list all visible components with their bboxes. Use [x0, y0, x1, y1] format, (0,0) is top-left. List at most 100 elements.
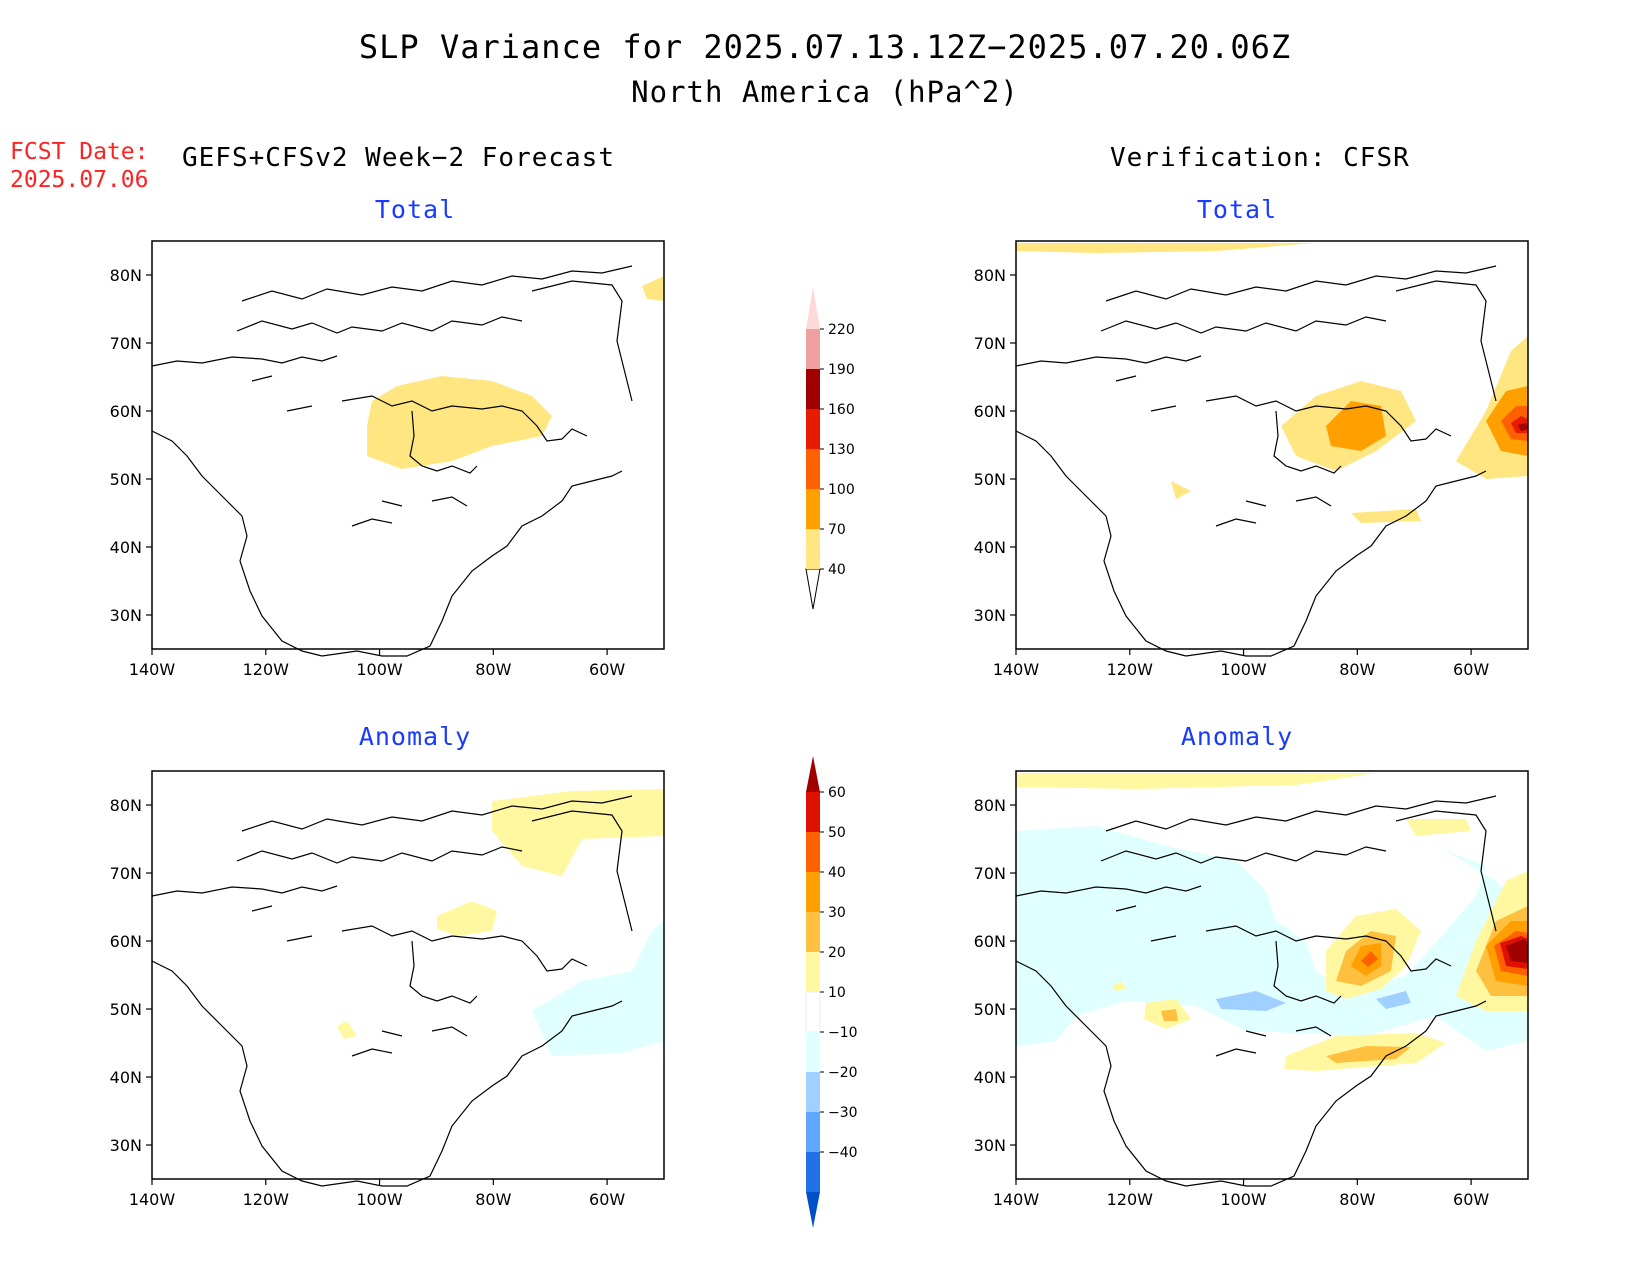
lat-label: 60N	[110, 932, 142, 951]
lat-label: 60N	[974, 932, 1006, 951]
colorbar-anomaly-swatch	[805, 991, 821, 1033]
lon-label: 80W	[1339, 660, 1375, 679]
panel-title-forecast-anomaly: Anomaly	[358, 722, 472, 751]
colorbar-total-swatch	[806, 369, 820, 409]
lon-label: 100W	[1220, 660, 1267, 679]
shade-atlantic-neg10	[532, 921, 664, 1056]
shade-plains-20	[1161, 1009, 1178, 1021]
lon-label: 60W	[1453, 660, 1489, 679]
lon-label: 140W	[129, 660, 176, 679]
shade-bluearea-neg20-b	[1376, 991, 1411, 1009]
shade-labrador-160	[1518, 423, 1528, 431]
colorbar-total-label: 100	[828, 482, 855, 498]
lat-label: 60N	[974, 402, 1006, 421]
colorbar-total-label: 160	[828, 402, 855, 418]
lon-label: 120W	[243, 1190, 290, 1209]
shade-greatlakes-20	[1326, 1046, 1411, 1063]
shade-greatlakes-40	[1351, 509, 1421, 523]
lat-label: 40N	[974, 538, 1006, 557]
colorbar-anomaly-swatch	[806, 832, 820, 872]
lat-label: 70N	[110, 334, 142, 353]
shade-bluearea-neg20-a	[1216, 991, 1286, 1011]
colorbar-anomaly-swatch	[806, 952, 820, 992]
shade-baffin-10	[1406, 819, 1471, 836]
lon-label: 140W	[993, 660, 1040, 679]
colorbar-anomaly-label: 40	[828, 865, 846, 881]
lat-label: 80N	[110, 796, 142, 815]
lon-label: 140W	[129, 1190, 176, 1209]
lat-label: 30N	[110, 1136, 142, 1155]
colorbar-anomaly-label: −20	[828, 1065, 858, 1081]
lat-label: 50N	[974, 470, 1006, 489]
lat-label: 30N	[974, 606, 1006, 625]
colorbar-anomaly-top-arrow	[806, 756, 820, 792]
forecast-header: GEFS+CFSv2 Week−2 Forecast	[182, 143, 615, 173]
lat-label: 50N	[110, 470, 142, 489]
colorbar-total-label: 220	[828, 322, 855, 338]
colorbar-anomaly-swatch	[806, 1072, 820, 1112]
colorbar-anomaly-bottom-arrow	[806, 1192, 820, 1228]
lon-label: 140W	[993, 1190, 1040, 1209]
lat-label: 30N	[110, 606, 142, 625]
lat-label: 40N	[110, 1068, 142, 1087]
colorbar-anomaly-label: 50	[828, 825, 846, 841]
shade-arctic-band-40	[1016, 243, 1316, 253]
main-title: SLP Variance for 2025.07.13.12Z−2025.07.…	[358, 28, 1292, 66]
lon-label: 100W	[356, 1190, 403, 1209]
lon-label: 100W	[356, 660, 403, 679]
lon-label: 120W	[1107, 1190, 1154, 1209]
lat-label: 70N	[110, 864, 142, 883]
lon-label: 60W	[589, 660, 625, 679]
shade-arctic-band-10	[1016, 773, 1376, 789]
colorbar-anomaly-swatch	[806, 872, 820, 912]
lat-label: 80N	[110, 266, 142, 285]
colorbar-total-swatch	[806, 529, 820, 569]
panel-verification-anomaly	[1015, 770, 1529, 1187]
main-subtitle: North America (hPa^2)	[631, 75, 1019, 109]
shade-hudson-70	[1326, 401, 1386, 451]
panel-title-forecast-total: Total	[374, 195, 456, 224]
fcst-date-label: FCST Date:	[10, 139, 149, 165]
lat-label: 70N	[974, 864, 1006, 883]
colorbar-anomaly-label: −30	[828, 1105, 858, 1121]
lon-label: 60W	[589, 1190, 625, 1209]
panel-verification-total	[1015, 240, 1529, 657]
verification-header: Verification: CFSR	[1110, 143, 1410, 173]
colorbar-anomaly-swatch	[806, 1152, 820, 1192]
lat-label: 40N	[974, 1068, 1006, 1087]
lat-label: 80N	[974, 266, 1006, 285]
colorbar-anomaly-label: −40	[828, 1145, 858, 1161]
colorbar-anomaly-label: 20	[828, 945, 846, 961]
colorbar-anomaly-swatch	[806, 912, 820, 952]
lat-label: 50N	[110, 1000, 142, 1019]
shade-hudson-bay-40	[367, 376, 552, 469]
axis-labels: 80N 70N 60N 50N 40N 30N 140W 120W 100W 80W 60W 80N 7…	[110, 266, 1490, 1209]
colorbar-anomaly-label: −10	[828, 1025, 858, 1041]
colorbar-total-top-arrow	[806, 287, 820, 329]
colorbar-anomaly-label: 30	[828, 905, 846, 921]
colorbar-total-label: 190	[828, 362, 855, 378]
colorbar-anomaly-swatch	[806, 1112, 820, 1152]
colorbar-anomaly-swatch	[806, 792, 820, 832]
lat-label: 40N	[110, 538, 142, 557]
lon-label: 100W	[1220, 1190, 1267, 1209]
shade-plains-40	[1171, 481, 1191, 499]
colorbar-total-label: 40	[828, 562, 846, 578]
colorbar-total-label: 130	[828, 442, 855, 458]
lon-label: 80W	[475, 1190, 511, 1209]
colorbar-total-low-arrow	[805, 568, 821, 610]
panel-forecast-anomaly	[151, 770, 665, 1187]
colorbar-total-label: 70	[828, 522, 846, 538]
fcst-date-block: FCST Date: 2025.07.06	[10, 138, 148, 194]
colorbar-total-swatch	[806, 489, 820, 529]
lon-label: 80W	[1339, 1190, 1375, 1209]
lat-label: 50N	[974, 1000, 1006, 1019]
lon-label: 120W	[1107, 660, 1154, 679]
lat-label: 70N	[974, 334, 1006, 353]
panel-title-verification-anomaly: Anomaly	[1180, 722, 1294, 751]
shade-labrador-60	[1506, 939, 1528, 963]
lon-label: 80W	[475, 660, 511, 679]
panel-forecast-total	[151, 240, 665, 657]
shade-hudson-40	[1361, 951, 1378, 967]
